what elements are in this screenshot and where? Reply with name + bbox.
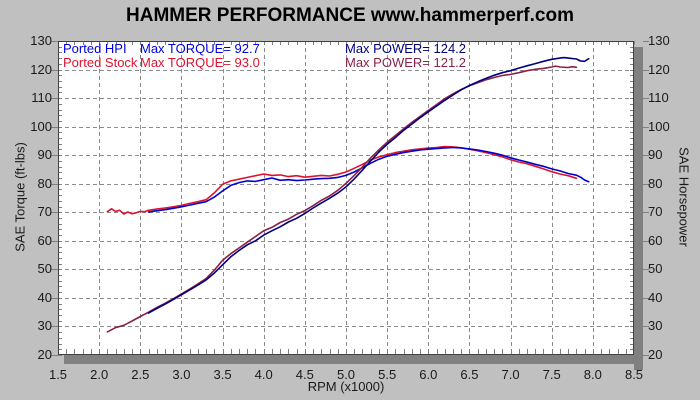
x-tick-label: 5.5 [378, 367, 397, 382]
x-tick-label: 1.5 [48, 367, 68, 382]
y-right-tick-label: 70 [648, 204, 663, 220]
y-left-tick-label: 20 [37, 347, 52, 362]
y-axis-right-title: SAE Horsepower [676, 147, 692, 247]
x-tick-label: 3.5 [213, 367, 232, 382]
y-left-tick-label: 130 [30, 33, 52, 48]
y-left-tick-label: 80 [37, 175, 52, 191]
y-right-tick-label: 20 [648, 347, 663, 362]
x-tick-label: 2.0 [90, 367, 109, 382]
x-tick-label: 6.5 [460, 367, 479, 382]
y-right-tick-label: 90 [648, 147, 663, 163]
legend-run1-max-power: Max POWER= 124.2 [345, 41, 467, 56]
x-tick-label: 3.0 [172, 367, 191, 382]
y-left-tick-label: 60 [37, 232, 52, 248]
y-left-tick-label: 110 [31, 90, 52, 106]
x-tick-label: 4.0 [254, 367, 273, 382]
y-left-tick-label: 70 [37, 204, 52, 220]
y-left-tick-label: 50 [37, 261, 52, 277]
y-left-tick-label: 90 [37, 147, 52, 163]
y-right-tick-label: 100 [648, 118, 670, 134]
legend-run2-max-torque: Max TORQUE= 93.0 [140, 55, 260, 70]
legend-run2-name: Ported Stock [63, 55, 138, 70]
legend-run2-max-power: Max POWER= 121.2 [345, 55, 467, 70]
x-tick-label: 7.0 [501, 367, 520, 382]
y-right-tick-label: 40 [648, 289, 663, 305]
y-right-tick-label: 130 [648, 33, 670, 48]
y-left-tick-label: 30 [37, 318, 52, 334]
y-axis-left-title: SAE Torque (ft-lbs) [12, 142, 28, 252]
x-tick-label: 5.0 [336, 367, 356, 382]
x-tick-label: 6.0 [419, 367, 438, 382]
y-left-tick-label: 120 [30, 61, 52, 77]
y-right-tick-label: 60 [648, 232, 663, 248]
y-left-tick-label: 100 [30, 118, 52, 134]
x-axis-title: RPM (x1000) [307, 379, 385, 394]
y-right-tick-label: 30 [648, 318, 663, 334]
legend-run1-max-torque: Max TORQUE= 92.7 [140, 41, 260, 56]
x-tick-label: 8.5 [624, 367, 644, 382]
y-right-tick-label: 120 [648, 61, 670, 77]
page-title: HAMMER PERFORMANCE www.hammerperf.com [126, 5, 574, 26]
x-tick-label: 7.5 [542, 367, 561, 382]
x-tick-label: 2.5 [131, 367, 150, 382]
y-left-tick-label: 40 [37, 289, 52, 305]
legend-run1-name: Ported HPI [63, 41, 127, 56]
x-tick-label: 4.5 [295, 367, 314, 382]
y-right-tick-label: 50 [648, 261, 663, 277]
y-right-tick-label: 80 [648, 175, 663, 191]
x-tick-label: 8.0 [583, 367, 602, 382]
y-right-tick-label: 110 [648, 90, 669, 106]
